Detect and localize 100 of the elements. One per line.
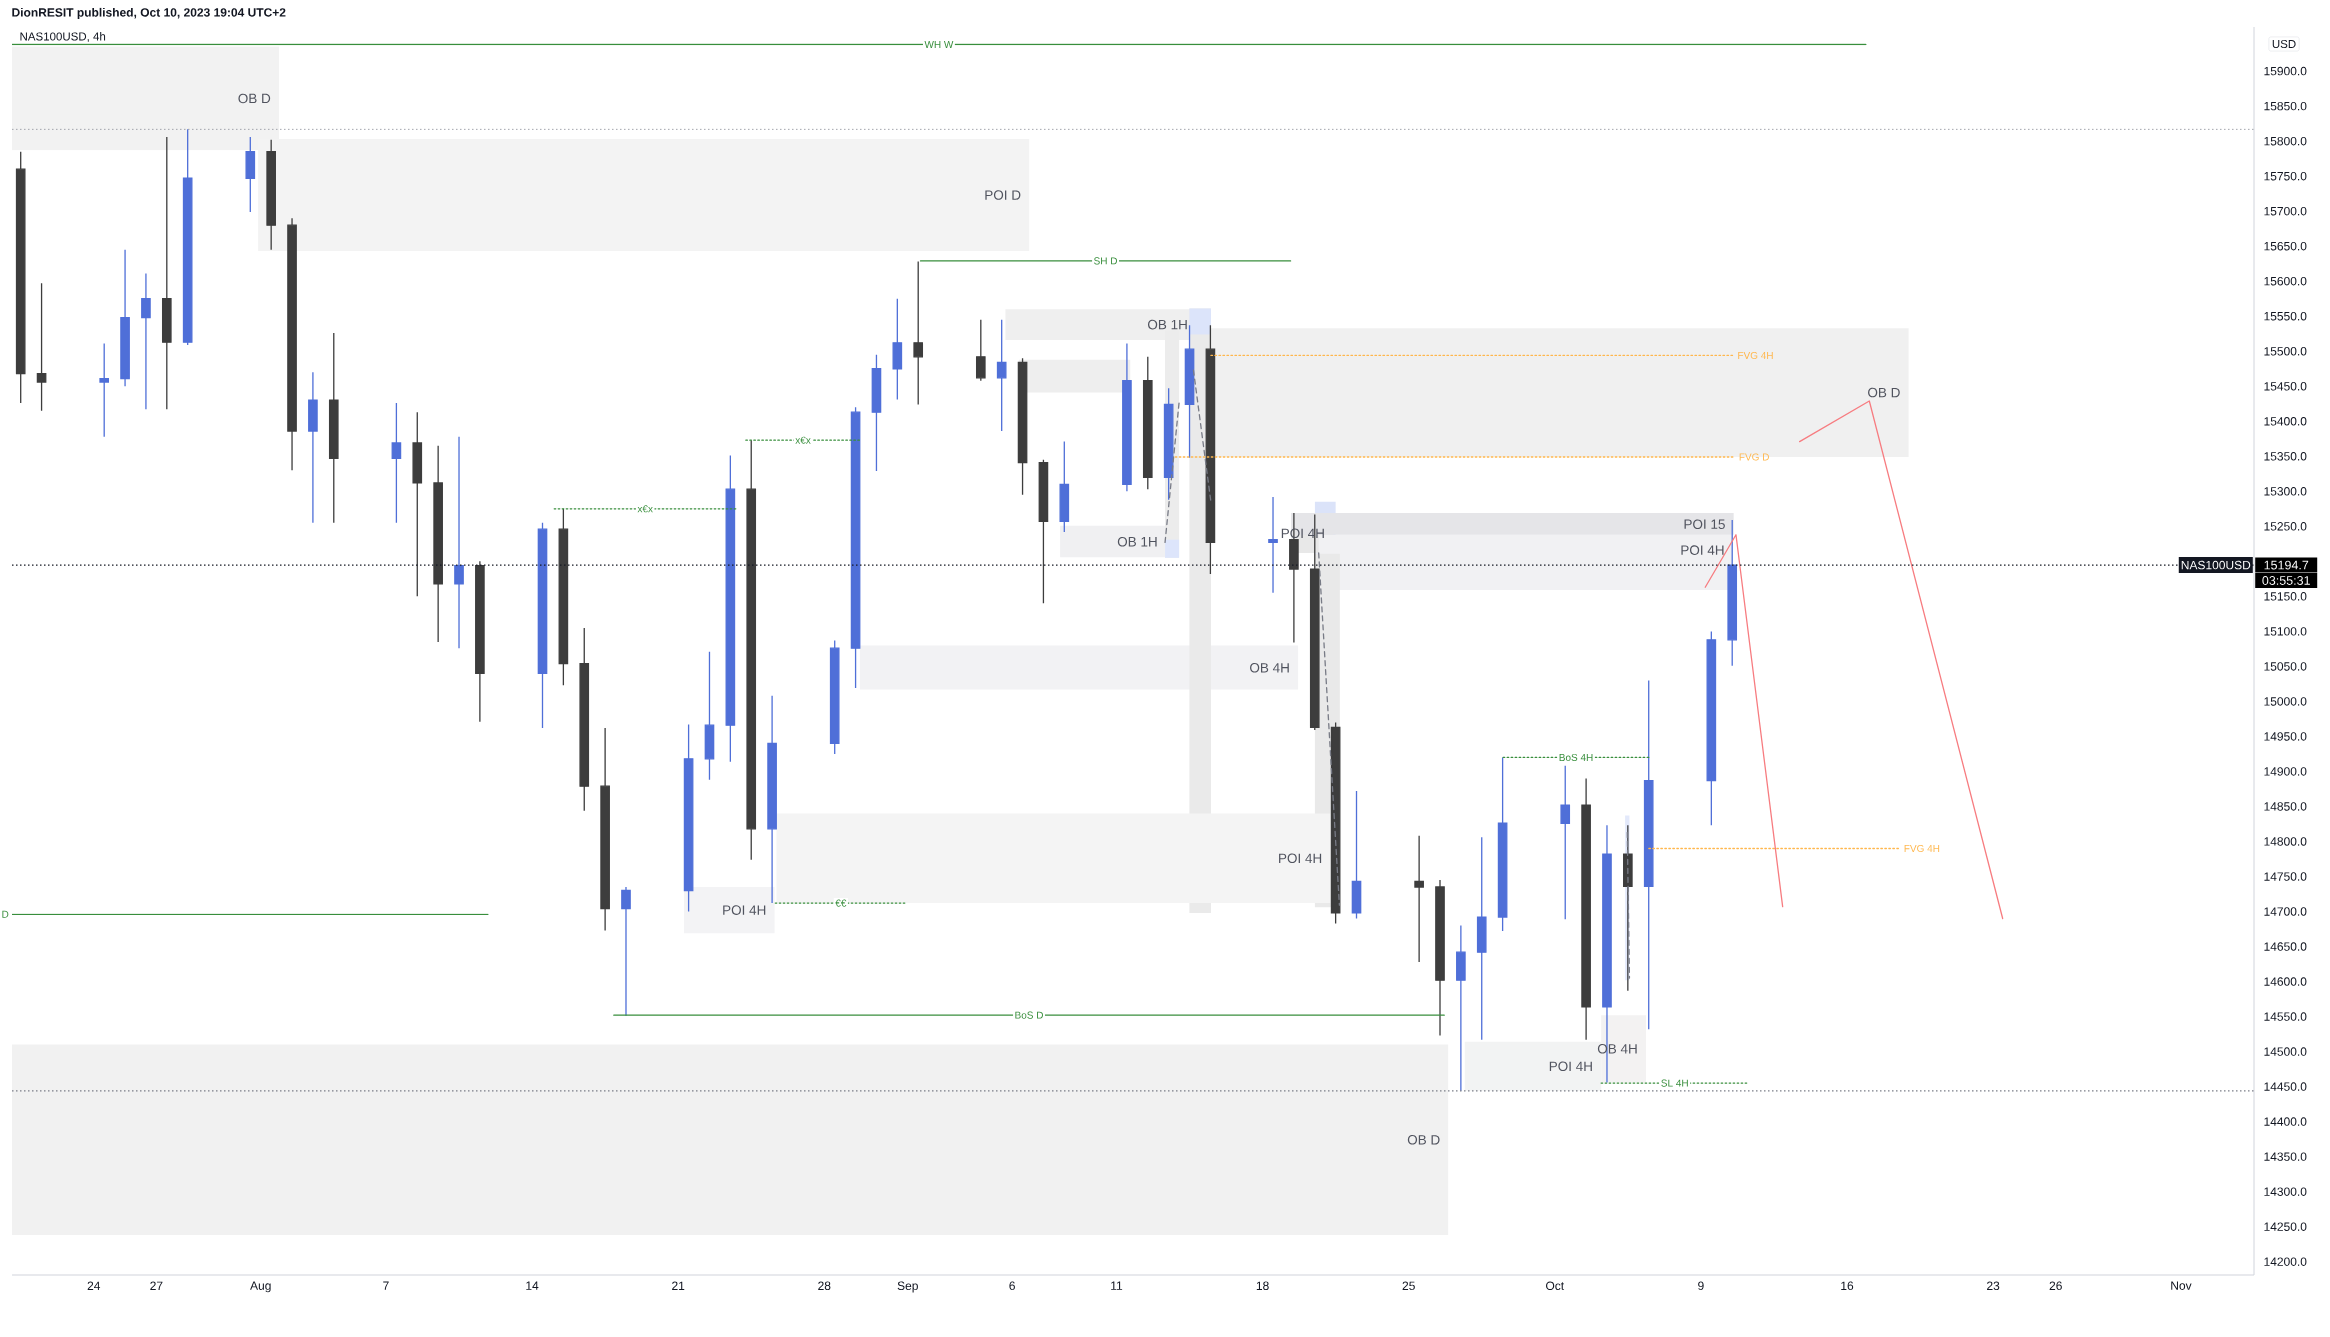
annotation: OB D: [238, 93, 271, 104]
y-tick-label: 15550.0: [2264, 311, 2307, 321]
candlestick: [725, 454, 736, 763]
series-label: x€x: [637, 505, 653, 513]
candlestick: [1414, 835, 1424, 963]
series-label: BoS D: [1015, 1011, 1043, 1019]
x-tick-label: 18: [1256, 1281, 1269, 1291]
y-tick-label: 15450.0: [2264, 382, 2307, 391]
candlestick: [579, 627, 590, 812]
x-tick-label: Aug: [250, 1281, 271, 1293]
y-tick-label: 14450.0: [2264, 1082, 2307, 1091]
candlestick: [621, 886, 631, 1017]
candlestick: [1643, 679, 1654, 1030]
text: 15194.7: [2264, 560, 2309, 570]
y-tick-label: 15100.0: [2264, 627, 2307, 636]
candlestick: [683, 723, 694, 913]
annotation: FVG 4H: [1904, 844, 1940, 853]
x-tick-label: 25: [1402, 1281, 1415, 1291]
annotation: POI D: [985, 190, 1021, 200]
candlestick: [1476, 836, 1487, 1041]
y-tick-label: 14550.0: [2264, 1012, 2307, 1021]
y-tick-label: 15400.0: [2264, 417, 2307, 426]
candlestick: [1456, 924, 1466, 1092]
candlestick: [1142, 356, 1153, 490]
chart-subtitle: DionRESIT published, Oct 10, 2023 19:04 UTC+2: [12, 7, 286, 20]
candlestick: [120, 249, 130, 387]
y-tick-label: 14800.0: [2264, 837, 2307, 846]
series-label: BoS 4H: [1559, 753, 1593, 761]
candlestick: [1706, 630, 1717, 827]
y-tick-label: 14950.0: [2264, 732, 2307, 741]
candlestick: [1122, 342, 1132, 492]
series-label: SH D: [1094, 257, 1117, 265]
y-axis-title: USD: [2272, 39, 2296, 49]
annotation: D: [2, 910, 9, 918]
candlestick: [871, 354, 882, 472]
x-tick-label: 9: [1698, 1281, 1704, 1291]
y-tick-label: 14350.0: [2264, 1152, 2307, 1161]
ref-line-label: NAS100USD: [2181, 560, 2251, 570]
x-tick-label: Nov: [2171, 1281, 2192, 1290]
x-tick-label: 24: [87, 1281, 101, 1290]
y-tick-label: 15650.0: [2264, 241, 2307, 251]
y-tick-label: 14500.0: [2264, 1047, 2307, 1056]
y-tick-label: 14400.0: [2264, 1117, 2307, 1126]
candlestick: [1497, 756, 1508, 932]
y-tick-label: 14900.0: [2264, 767, 2307, 776]
x-tick-label: 21: [672, 1281, 685, 1290]
candlestick: [161, 136, 172, 411]
x-tick-label: 7: [383, 1281, 389, 1290]
x-tick-label: 6: [1009, 1281, 1015, 1291]
candlestick: [1038, 459, 1049, 605]
candlestick: [308, 371, 318, 524]
y-tick-label: 15050.0: [2264, 662, 2307, 671]
x-tick-label: 23: [1987, 1281, 2000, 1291]
y-tick-label: 15300.0: [2264, 487, 2307, 496]
x-tick-label: 27: [150, 1281, 163, 1290]
annotation: OB D: [1407, 1135, 1440, 1145]
series-label: €€: [835, 899, 847, 907]
y-tick-label: 14200.0: [2264, 1257, 2307, 1266]
annotation: POI 4H: [1549, 1061, 1592, 1072]
y-tick-label: 15850.0: [2264, 101, 2307, 111]
y-tick-label: 15350.0: [2264, 452, 2307, 461]
y-tick-label: 15800.0: [2264, 136, 2307, 146]
candlestick: [975, 319, 986, 382]
y-tick-label: 15000.0: [2264, 697, 2307, 706]
y-tick-label: 14650.0: [2264, 942, 2307, 951]
candlestick: [1059, 440, 1070, 533]
annotation: OB D: [1868, 387, 1900, 398]
x-tick-label: 26: [2049, 1281, 2062, 1291]
candlestick: [996, 319, 1007, 432]
y-tick-label: 14700.0: [2264, 907, 2307, 916]
annotation: POI 4H: [1681, 545, 1724, 555]
candlestick: [767, 695, 777, 904]
candlestick: [850, 406, 861, 689]
x-tick-label: Oct: [1546, 1281, 1565, 1291]
candlestick: [600, 727, 610, 932]
candlestick: [433, 445, 443, 643]
y-tick-label: 15150.0: [2264, 592, 2307, 601]
candlestick: [245, 136, 256, 213]
y-tick-label: 15900.0: [2264, 66, 2307, 76]
annotation: POI 4H: [723, 905, 766, 915]
annotation: FVG D: [1739, 453, 1769, 461]
annotation: OB 1H: [1147, 319, 1187, 330]
candlestick: [1581, 777, 1591, 1041]
y-tick-label: 15250.0: [2264, 522, 2307, 531]
series-label: WH W: [924, 41, 954, 48]
y-tick-label: 15750.0: [2264, 171, 2307, 181]
candlestick: [1205, 324, 1216, 575]
series-label: SL 4H: [1661, 1079, 1688, 1087]
y-tick-label: 14600.0: [2264, 977, 2307, 986]
candlestick: [15, 151, 26, 404]
chart-title: NAS100USD, 4h: [20, 32, 106, 42]
annotation: POI 4H: [1279, 853, 1322, 864]
candlestick: [746, 439, 757, 861]
candlestick: [1435, 879, 1445, 1037]
x-tick-label: 28: [818, 1281, 831, 1291]
y-tick-label: 15600.0: [2264, 276, 2307, 286]
candlestick: [1727, 519, 1738, 667]
candlestick: [141, 272, 151, 411]
candlestick: [266, 139, 276, 251]
x-tick-label: Sep: [897, 1281, 918, 1293]
